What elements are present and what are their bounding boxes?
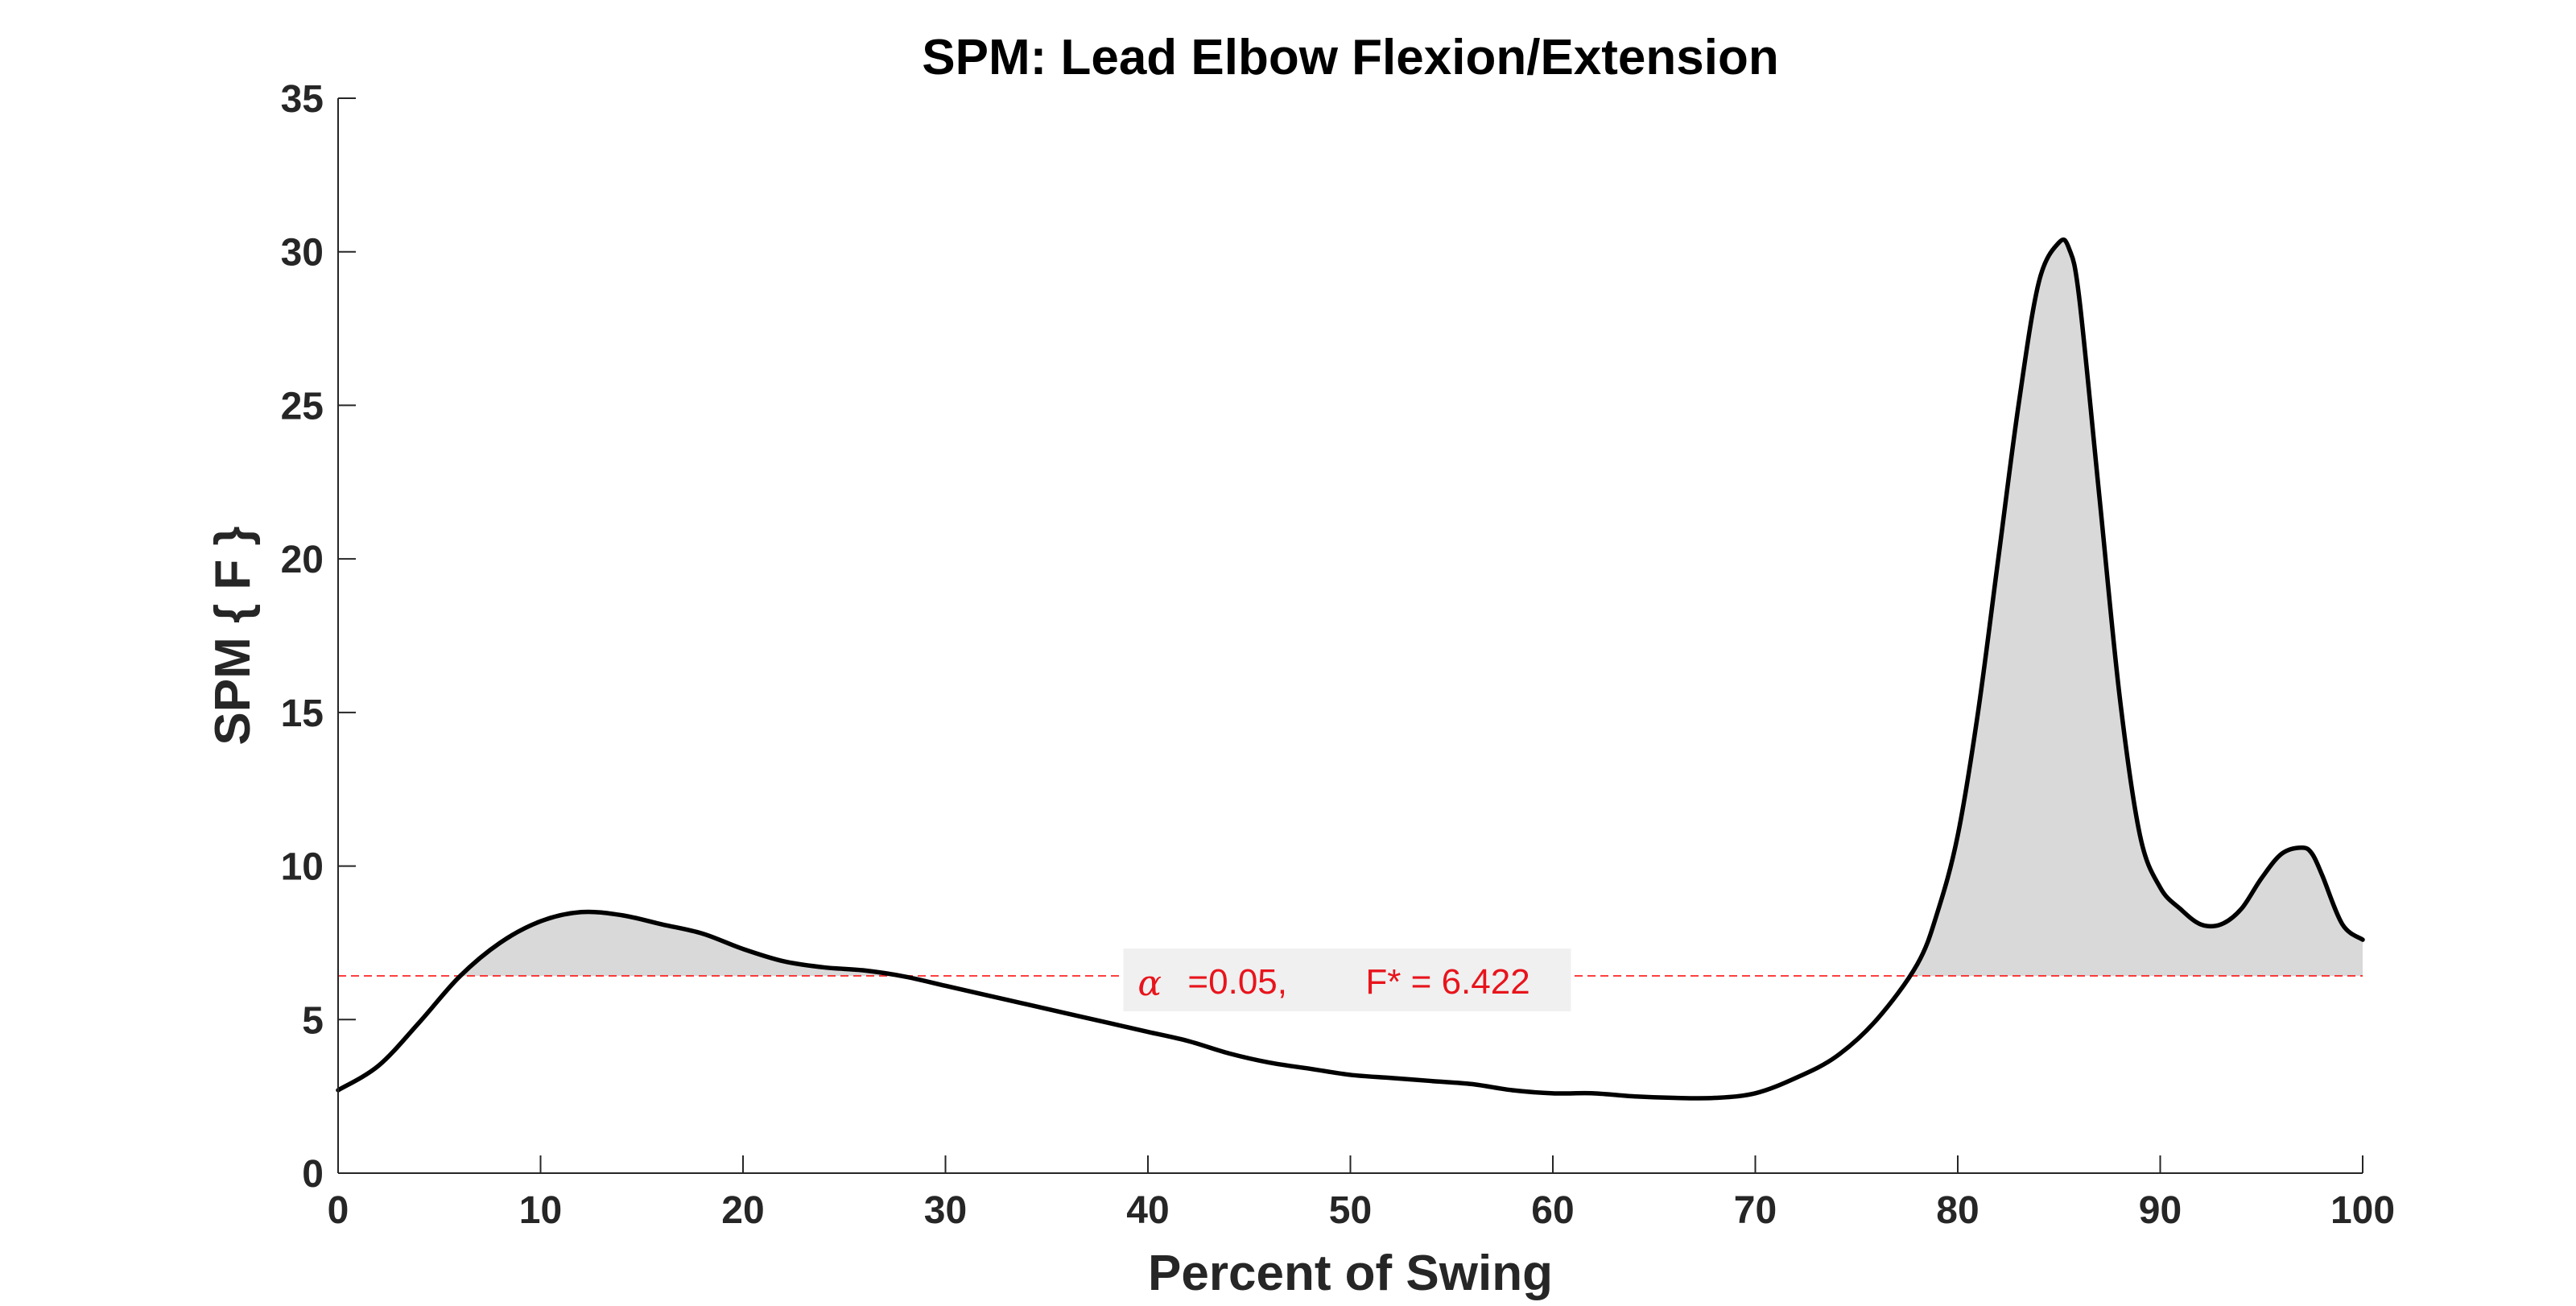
x-tick-label: 100 xyxy=(2330,1189,2395,1232)
x-tick-label: 10 xyxy=(519,1189,562,1232)
y-tick-label: 20 xyxy=(281,539,324,581)
axis-layer: 0 10 20 30 40 50 60 70 80 90 100 0 5 10 15 20 25 30 35 xyxy=(281,78,2395,1232)
spm-curve xyxy=(336,237,2365,1101)
x-axis-title: Percent of Swing xyxy=(1148,1246,1553,1301)
threshold-annotation: α =0.05, F* = 6.422 xyxy=(1123,949,1571,1012)
suprathreshold-cluster-1 xyxy=(460,911,901,977)
chart-title: SPM: Lead Elbow Flexion/Extension xyxy=(922,30,1778,85)
x-tick-label: 0 xyxy=(328,1189,349,1232)
y-tick-label: 5 xyxy=(302,999,324,1042)
y-tick-label: 10 xyxy=(281,846,324,889)
x-tick-label: 30 xyxy=(924,1189,967,1232)
x-tick-label: 20 xyxy=(721,1189,764,1232)
x-tick-label: 50 xyxy=(1329,1189,1372,1232)
x-tick-label: 90 xyxy=(2139,1189,2182,1232)
x-tick-label: 40 xyxy=(1126,1189,1169,1232)
curve-layer xyxy=(336,237,2365,1101)
y-tick-label: 0 xyxy=(302,1153,324,1196)
suprathreshold-cluster-2 xyxy=(1909,239,2363,977)
x-tick-label: 80 xyxy=(1936,1189,1979,1232)
y-tick-label: 30 xyxy=(281,232,324,275)
fstar-value-label: F* = 6.422 xyxy=(1365,962,1530,1002)
y-axis-title: SPM { F } xyxy=(205,526,261,745)
x-tick-label: 70 xyxy=(1734,1189,1777,1232)
y-tick-label: 25 xyxy=(281,385,324,428)
suprathreshold-fill-layer xyxy=(460,239,2363,977)
x-tick-label: 60 xyxy=(1531,1189,1574,1232)
alpha-value-label: =0.05, xyxy=(1187,962,1287,1002)
y-tick-label: 35 xyxy=(281,78,324,121)
y-tick-label: 15 xyxy=(281,692,324,735)
alpha-symbol: α xyxy=(1137,963,1162,1004)
annotation-background xyxy=(1123,949,1571,1012)
